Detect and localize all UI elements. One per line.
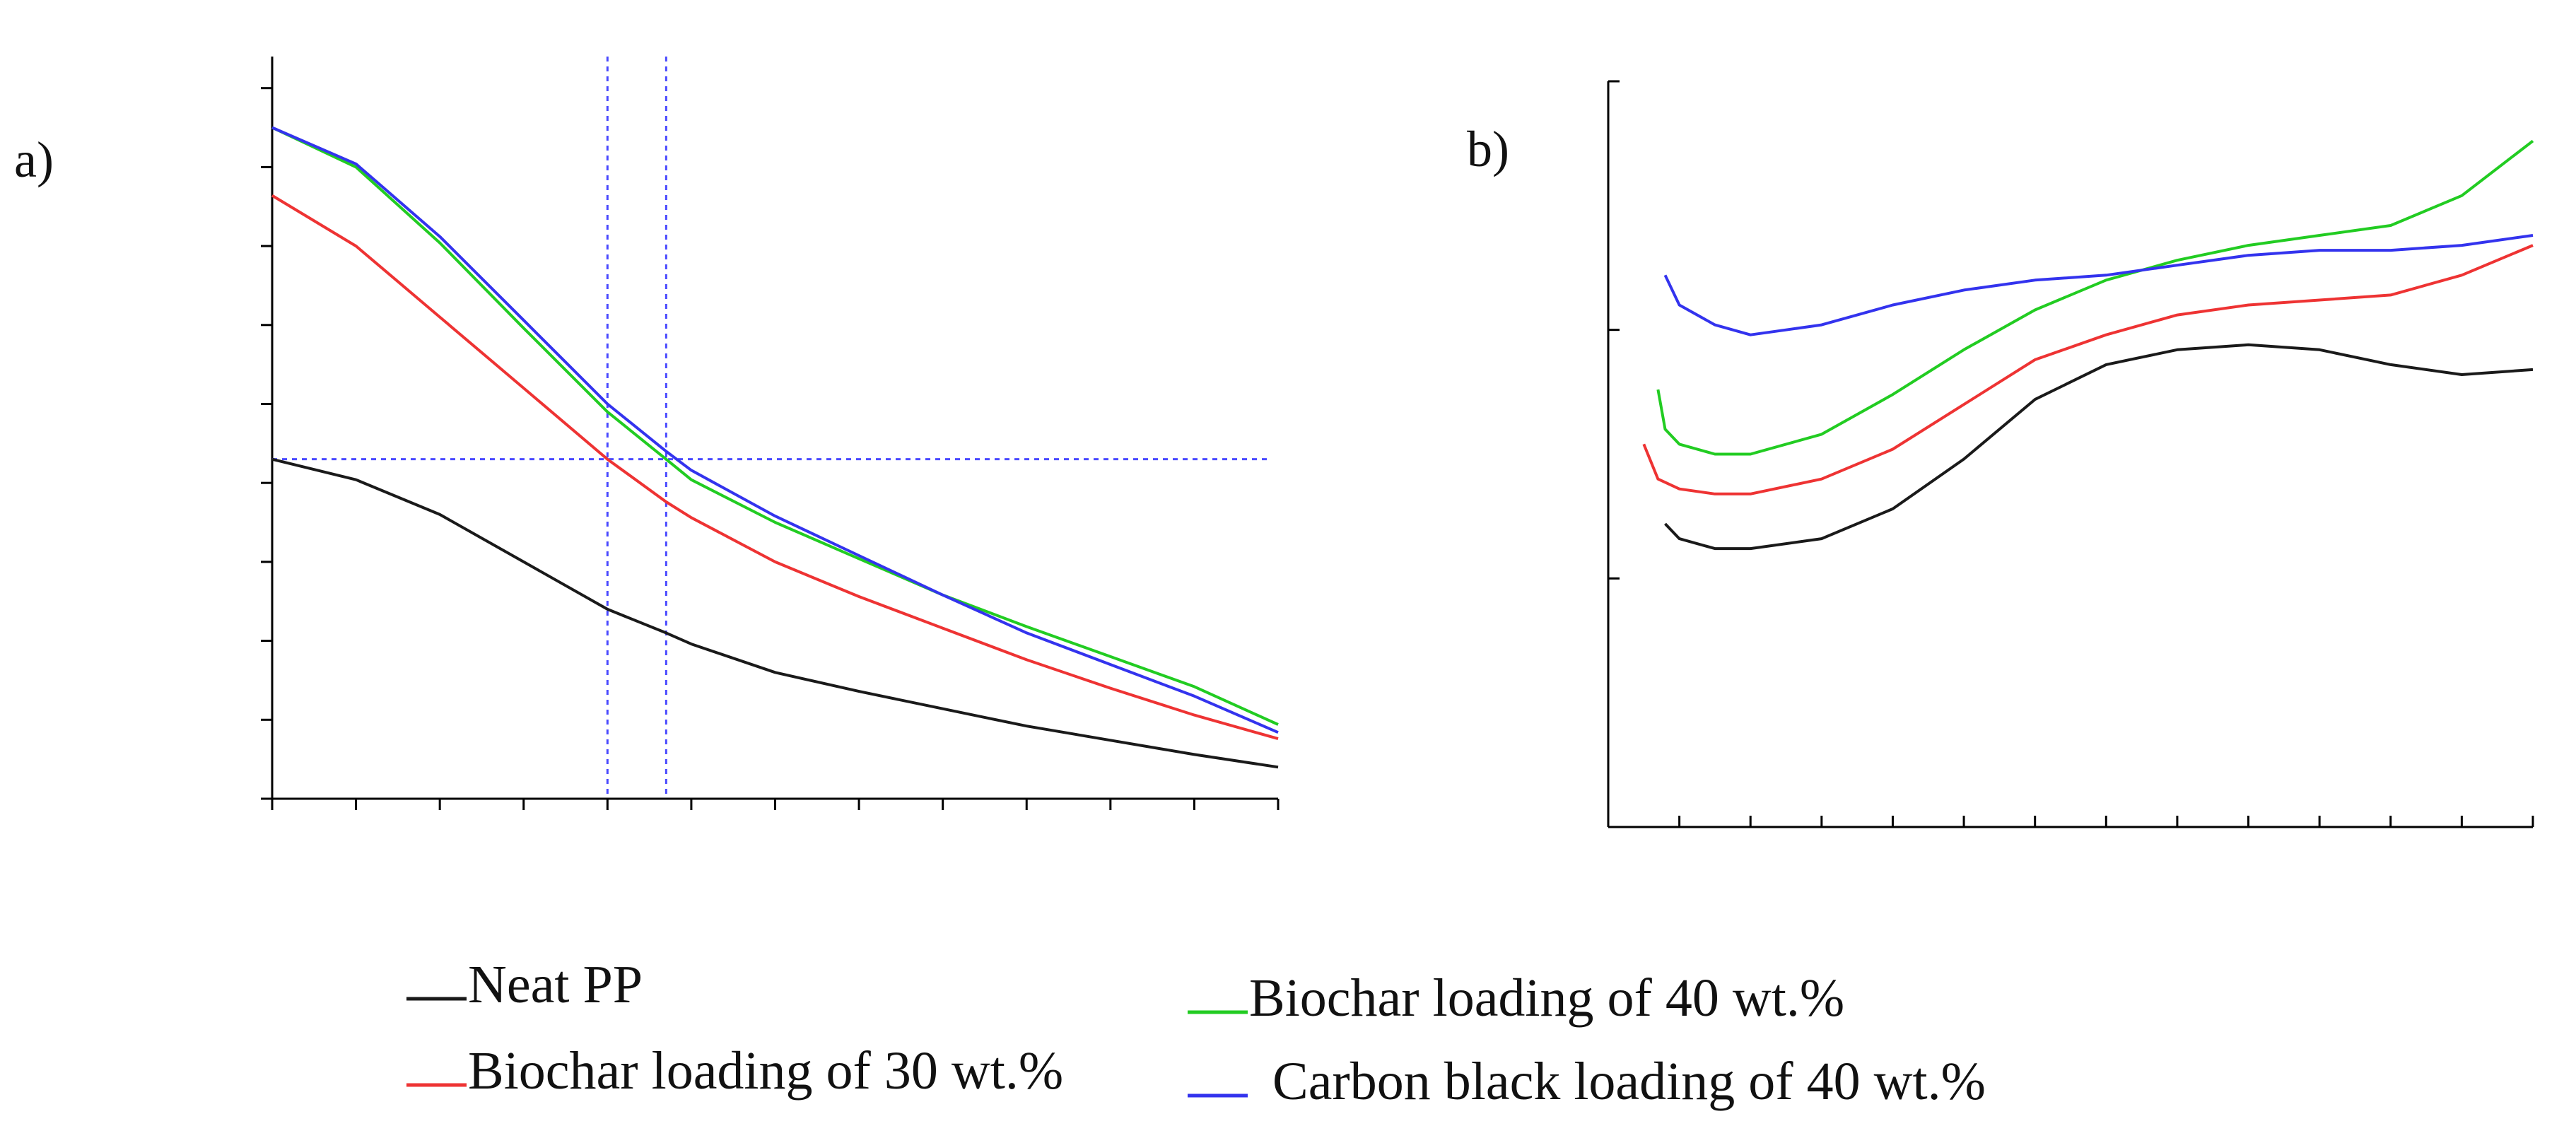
legend-item-biochar-40: Biochar loading of 40 wt.% (1188, 968, 1844, 1028)
legend: Neat PP Biochar loading of 30 wt.% Bioch… (406, 955, 1986, 1111)
series-line-neat-pp (271, 457, 1279, 769)
legend-item-carbon-black-40: Carbon black loading of 40 wt.% (1188, 1052, 1986, 1111)
tan-delta-chart (1607, 80, 2534, 828)
legend-label: Biochar loading of 40 wt.% (1249, 968, 1844, 1028)
legend-label: Neat PP (468, 955, 643, 1014)
series-line-neat-pp (1664, 343, 2534, 551)
series-line-biochar-loading-of-40-wt (271, 126, 1279, 726)
legend-label: Biochar loading of 30 wt.% (468, 1041, 1063, 1101)
series-line-biochar-loading-of-40-wt (1656, 139, 2534, 456)
legend-label: Carbon black loading of 40 wt.% (1272, 1052, 1986, 1111)
series-line-carbon-black-loading-of-40-wt (1663, 234, 2534, 336)
panel-label-b: b) (1467, 121, 1509, 177)
panel-label-a: a) (14, 131, 54, 188)
series-line-biochar-loading-of-30-wt (271, 194, 1279, 741)
storage-modulus-chart (261, 57, 1280, 810)
legend-item-neat-pp: Neat PP (406, 955, 643, 1014)
series-line-carbon-black-loading-of-40-wt (271, 126, 1279, 734)
series-line-biochar-loading-of-30-wt (1642, 244, 2534, 495)
legend-item-biochar-30: Biochar loading of 30 wt.% (406, 1041, 1063, 1101)
